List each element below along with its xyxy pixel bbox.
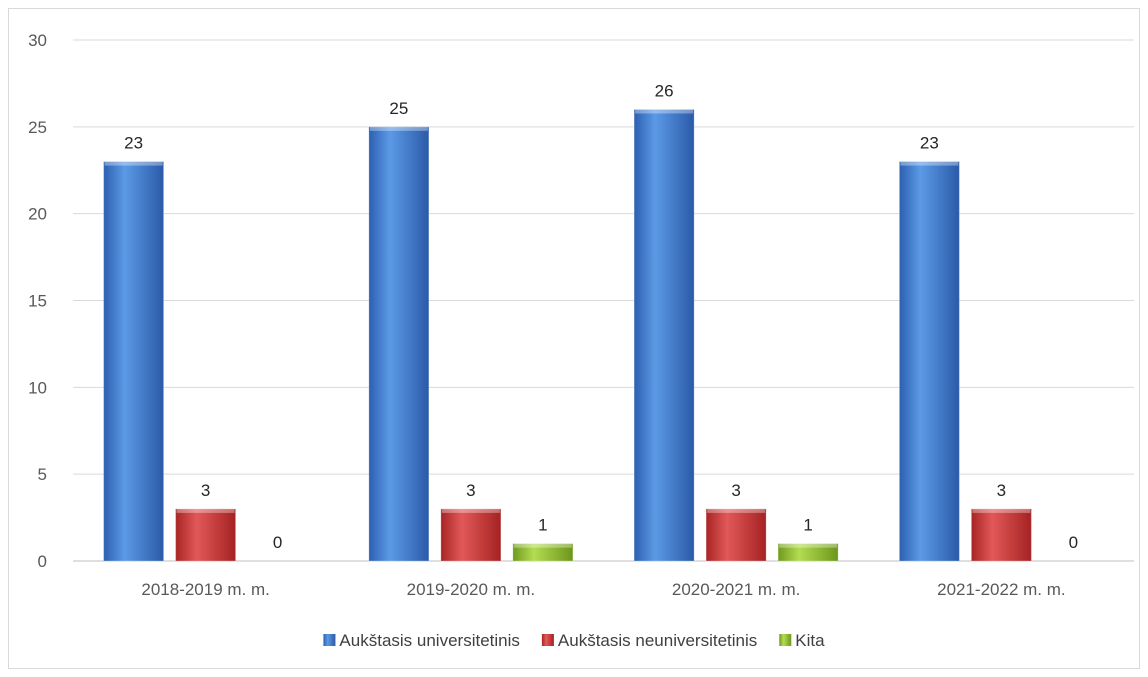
bar-aukstasis-universitetinis [103, 161, 165, 562]
y-tick-label: 10 [28, 378, 47, 397]
bar-highlight [441, 508, 500, 513]
bar-highlight [972, 508, 1031, 513]
x-tick-label: 2021-2022 m. m. [937, 580, 1066, 599]
x-tick-label: 2019-2020 m. m. [407, 580, 536, 599]
data-label: 3 [201, 481, 210, 500]
data-label: 23 [920, 134, 939, 153]
data-label: 3 [997, 481, 1006, 500]
bar-aukstasis-universitetinis [898, 161, 960, 562]
legend-item: Kita [779, 631, 825, 650]
y-tick-label: 5 [38, 465, 47, 484]
bar-aukstasis-neuniversitetinis [705, 508, 767, 562]
legend-item: Aukštasis universitetinis [323, 631, 520, 650]
data-labels: 23 3 0 25 3 1 26 3 1 23 3 0 [124, 81, 1078, 552]
legend: Aukštasis universitetinis Aukštasis neuni… [323, 631, 825, 650]
legend-swatch [323, 634, 336, 646]
data-label: 0 [1069, 533, 1078, 552]
bar-aukstasis-universitetinis [633, 108, 695, 562]
data-label: 0 [273, 533, 282, 552]
data-label: 3 [731, 481, 740, 500]
bar-highlight [707, 508, 766, 513]
bars [103, 108, 1032, 562]
legend-swatch [541, 634, 554, 646]
bar-aukstasis-neuniversitetinis [970, 508, 1032, 562]
y-tick-label: 0 [38, 552, 47, 571]
legend-label: Kita [795, 631, 825, 650]
data-label: 23 [124, 134, 143, 153]
legend-label: Aukštasis universitetinis [339, 631, 519, 650]
bar-aukstasis-universitetinis [368, 126, 430, 562]
x-tick-label: 2018-2019 m. m. [141, 580, 270, 599]
y-tick-label: 20 [28, 205, 47, 224]
legend-label: Aukštasis neuniversitetinis [558, 631, 757, 650]
data-label: 1 [803, 516, 812, 535]
bar-kita [512, 543, 574, 562]
legend-item: Aukštasis neuniversitetinis [541, 631, 757, 650]
bar-highlight [176, 508, 235, 513]
y-tick-label: 15 [28, 292, 47, 311]
y-tick-label: 25 [28, 118, 47, 137]
bar-kita [777, 543, 839, 562]
x-tick-label: 2020-2021 m. m. [672, 580, 801, 599]
bar-highlight [900, 161, 959, 166]
data-label: 25 [389, 99, 408, 118]
data-label: 3 [466, 481, 475, 500]
bar-highlight [779, 543, 838, 548]
bar-aukstasis-neuniversitetinis [175, 508, 237, 562]
bar-highlight [369, 126, 428, 131]
gridlines [73, 39, 1134, 562]
data-label: 1 [538, 516, 547, 535]
bar-highlight [104, 161, 163, 166]
y-tick-label: 30 [28, 31, 47, 50]
bar-aukstasis-neuniversitetinis [440, 508, 502, 562]
bar-highlight [635, 109, 694, 114]
chart-frame: 0 5 10 15 20 25 30 2018-2019 m. m. 2019-2020 m. … [8, 8, 1140, 669]
bar-highlight [513, 543, 572, 548]
legend-swatch [779, 634, 792, 646]
data-label: 26 [655, 81, 674, 100]
